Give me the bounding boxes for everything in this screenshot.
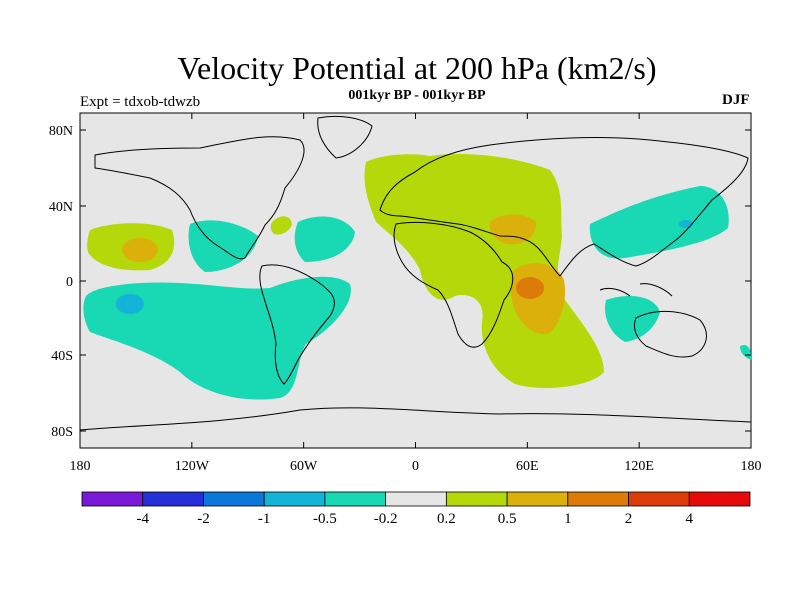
lat-tick-label: 40N [49,200,73,215]
pacific-core-negative [116,294,144,314]
indian-ocean-max-core [516,277,544,299]
lon-tick-label: 120E [624,459,654,474]
negative-anomaly-areas [83,186,752,400]
lon-tick-label: 180 [741,459,762,474]
australia-negative-area [604,296,660,342]
positive-anomaly-areas [87,153,604,388]
central-pacific-positive-core [122,238,158,262]
lon-tick-label: 120W [175,459,210,474]
atlantic-negative-area [294,216,355,262]
lat-tick-label: 80S [51,425,73,440]
colorbar-label: -4 [136,511,149,527]
colorbar-label: -2 [197,511,210,527]
north-america-outline [94,136,305,260]
south-atlantic-negative-area [264,295,305,355]
chart-subtitle: 001kyr BP - 001kyr BP [348,88,486,103]
colorbar-label: 2 [625,511,633,527]
antarctica-outline [79,407,752,431]
europe-asia-outline [379,137,749,277]
colorbar-label: 0.2 [437,511,456,527]
coastlines [79,115,752,431]
colorbar-swatch [688,491,751,507]
colorbar-label: 4 [686,511,694,527]
indonesia-outline [599,283,673,297]
west-pacific-negative-area [589,186,729,259]
australia-outline [633,310,707,358]
lat-tick-label: 80N [49,124,73,139]
lat-tick-label: 40S [51,349,73,364]
colorbar-label: -1 [258,511,271,527]
experiment-label: Expt = tdxob-tdwzb [80,94,201,110]
lon-tick-label: 0 [412,459,419,474]
chart-title: Velocity Potential at 200 hPa (km2/s) [177,50,657,86]
dateline-negative-area [740,344,752,360]
south-america-outline [259,264,335,385]
season-label: DJF [722,92,750,108]
atlantic-positive-area [270,216,292,235]
middle-east-positive-core [489,214,537,245]
lon-tick-label: 60W [290,459,318,474]
lon-tick-label: 60E [516,459,539,474]
greenland-outline [317,115,373,159]
africa-outline [393,221,514,348]
lon-tick-label: 180 [70,459,91,474]
colorbar-label: 0.5 [498,511,517,527]
colorbar-label: -0.2 [374,511,398,527]
colorbar: -4 -2 -1 -0.5 -0.2 0.2 0.5 1 2 4 [81,491,751,527]
lat-tick-label: 0 [66,275,73,290]
colorbar-label: 1 [564,511,572,527]
colorbar-label: -0.5 [313,511,337,527]
